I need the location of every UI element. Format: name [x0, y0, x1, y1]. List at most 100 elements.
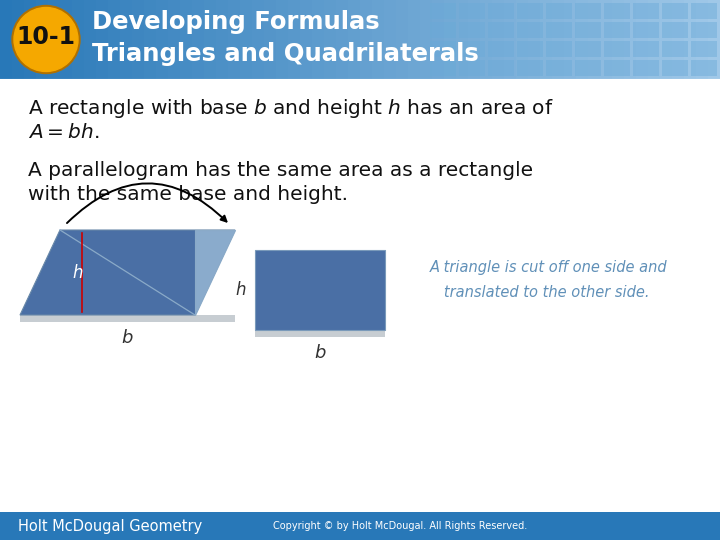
Text: Copyright © by Holt McDougal. All Rights Reserved.: Copyright © by Holt McDougal. All Rights…: [273, 521, 527, 531]
Bar: [648, 0, 660, 79]
Bar: [633, 60, 659, 76]
Bar: [60, 0, 72, 79]
Bar: [612, 0, 624, 79]
Bar: [24, 0, 36, 79]
Bar: [633, 22, 659, 38]
Text: A rectangle with base $b$ and height $h$ has an area of: A rectangle with base $b$ and height $h$…: [28, 97, 554, 119]
Text: Developing Formulas: Developing Formulas: [92, 10, 379, 34]
Bar: [48, 0, 60, 79]
Text: $b$: $b$: [121, 329, 134, 347]
Bar: [312, 0, 324, 79]
Bar: [691, 41, 717, 57]
Bar: [432, 0, 444, 79]
Bar: [36, 0, 48, 79]
Text: $b$: $b$: [314, 344, 326, 362]
Bar: [108, 0, 120, 79]
Bar: [384, 0, 396, 79]
Bar: [336, 0, 348, 79]
Bar: [396, 0, 408, 79]
Bar: [662, 41, 688, 57]
Bar: [604, 60, 630, 76]
Bar: [468, 0, 480, 79]
Bar: [144, 0, 156, 79]
Bar: [488, 22, 514, 38]
Bar: [660, 0, 672, 79]
Bar: [517, 3, 543, 19]
Bar: [132, 0, 144, 79]
Bar: [0, 512, 720, 540]
Bar: [516, 0, 528, 79]
Bar: [276, 0, 288, 79]
Bar: [255, 330, 385, 337]
Bar: [662, 60, 688, 76]
Bar: [696, 0, 708, 79]
Bar: [72, 0, 84, 79]
Bar: [633, 41, 659, 57]
Bar: [20, 315, 235, 322]
Text: with the same base and height.: with the same base and height.: [28, 186, 348, 205]
Bar: [504, 0, 516, 79]
Bar: [684, 0, 696, 79]
Bar: [488, 3, 514, 19]
Bar: [240, 0, 252, 79]
Bar: [459, 41, 485, 57]
Bar: [459, 3, 485, 19]
Bar: [575, 41, 601, 57]
Bar: [691, 3, 717, 19]
Bar: [84, 0, 96, 79]
Bar: [691, 22, 717, 38]
Bar: [459, 22, 485, 38]
Bar: [12, 0, 24, 79]
Circle shape: [14, 8, 78, 71]
Bar: [324, 0, 336, 79]
Bar: [604, 41, 630, 57]
Circle shape: [12, 5, 80, 73]
Bar: [546, 3, 572, 19]
Bar: [552, 0, 564, 79]
Text: $A = bh.$: $A = bh.$: [28, 124, 99, 143]
Bar: [575, 3, 601, 19]
Bar: [708, 0, 720, 79]
Bar: [168, 0, 180, 79]
Bar: [488, 60, 514, 76]
Bar: [546, 60, 572, 76]
Bar: [480, 0, 492, 79]
Bar: [96, 0, 108, 79]
Bar: [662, 3, 688, 19]
Bar: [120, 0, 132, 79]
Bar: [576, 0, 588, 79]
Bar: [348, 0, 360, 79]
Polygon shape: [20, 230, 235, 315]
Bar: [456, 0, 468, 79]
Bar: [252, 0, 264, 79]
Text: A parallelogram has the same area as a rectangle: A parallelogram has the same area as a r…: [28, 160, 533, 179]
Text: Holt McDougal Geometry: Holt McDougal Geometry: [18, 518, 202, 534]
Text: A triangle is cut off one side and
   translated to the other side.: A triangle is cut off one side and trans…: [430, 260, 667, 300]
Bar: [633, 3, 659, 19]
Bar: [459, 60, 485, 76]
Bar: [288, 0, 300, 79]
Bar: [408, 0, 420, 79]
Bar: [300, 0, 312, 79]
Bar: [430, 22, 456, 38]
Bar: [691, 60, 717, 76]
Bar: [588, 0, 600, 79]
Bar: [192, 0, 204, 79]
Text: 10-1: 10-1: [17, 25, 76, 50]
Bar: [492, 0, 504, 79]
Bar: [228, 0, 240, 79]
Text: Triangles and Quadrilaterals: Triangles and Quadrilaterals: [92, 42, 479, 66]
Bar: [517, 60, 543, 76]
Bar: [564, 0, 576, 79]
Text: $h$: $h$: [72, 264, 84, 281]
Bar: [204, 0, 216, 79]
Bar: [517, 41, 543, 57]
Polygon shape: [195, 230, 235, 315]
Bar: [662, 22, 688, 38]
Bar: [636, 0, 648, 79]
Bar: [517, 22, 543, 38]
Bar: [600, 0, 612, 79]
Bar: [488, 41, 514, 57]
Bar: [420, 0, 432, 79]
Bar: [216, 0, 228, 79]
